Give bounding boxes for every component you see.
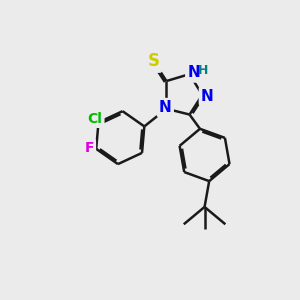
Text: Cl: Cl <box>88 112 103 126</box>
Text: H: H <box>198 64 208 77</box>
Text: F: F <box>85 141 94 155</box>
Text: N: N <box>201 88 214 104</box>
Text: S: S <box>148 52 160 70</box>
Text: N: N <box>187 65 200 80</box>
Text: N: N <box>159 100 172 115</box>
